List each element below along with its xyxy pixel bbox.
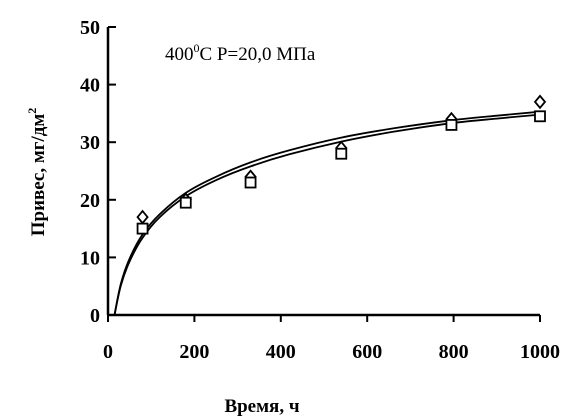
- annotation-main: 400: [165, 44, 194, 65]
- square-marker: [179, 196, 192, 209]
- x-tick-label: 400: [266, 341, 296, 363]
- square-marker: [534, 110, 546, 123]
- x-axis-title: Время, ч: [224, 396, 299, 416]
- y-tick-label: 10: [80, 247, 100, 269]
- y-tick-label: 50: [80, 17, 100, 39]
- square-marker: [335, 147, 348, 160]
- square-marker: [136, 222, 149, 235]
- x-tick-label: 1000: [520, 341, 560, 363]
- x-tick-label: 0: [103, 341, 113, 363]
- x-tick-label: 600: [352, 341, 382, 363]
- annotation-rest: C P=20,0 МПа: [200, 44, 316, 65]
- square-marker: [244, 176, 257, 189]
- annotation-sup: 0: [194, 41, 200, 55]
- x-tick-label: 800: [439, 341, 469, 363]
- y-tick-label: 20: [80, 190, 100, 212]
- chart-annotation: 4000C P=20,0 МПа: [165, 41, 316, 65]
- tick-labels: 0 10 20 30 40 50 0 200 400 600 800 1000: [80, 17, 560, 363]
- y-axis-title: Привес, мг/дм2: [25, 108, 49, 237]
- y-tick-label: 40: [80, 75, 100, 97]
- fit-curve-2: [113, 113, 541, 316]
- y-tick-label: 30: [80, 132, 100, 154]
- x-tick-label: 200: [179, 341, 209, 363]
- fit-curve-1: [113, 110, 541, 316]
- y-tick-label: 0: [90, 305, 100, 327]
- diamond-marker: [533, 94, 547, 110]
- y-axis-title-sup: 2: [25, 108, 39, 114]
- square-marker: [445, 119, 458, 131]
- data-markers: [136, 94, 547, 235]
- fit-curves: [113, 110, 541, 316]
- y-axis-title-main: Привес, мг/дм: [28, 114, 49, 237]
- axes: [106, 26, 541, 322]
- diamond-marker: [136, 209, 149, 225]
